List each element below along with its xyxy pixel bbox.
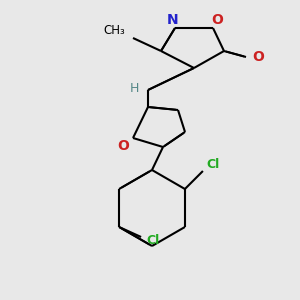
Text: O: O xyxy=(211,13,223,27)
Text: O: O xyxy=(252,50,264,64)
Text: Cl: Cl xyxy=(206,158,220,172)
Text: O: O xyxy=(117,139,129,153)
Text: N: N xyxy=(167,13,179,27)
Text: Cl: Cl xyxy=(146,235,160,248)
Text: H: H xyxy=(129,82,139,94)
Text: CH₃: CH₃ xyxy=(103,23,125,37)
